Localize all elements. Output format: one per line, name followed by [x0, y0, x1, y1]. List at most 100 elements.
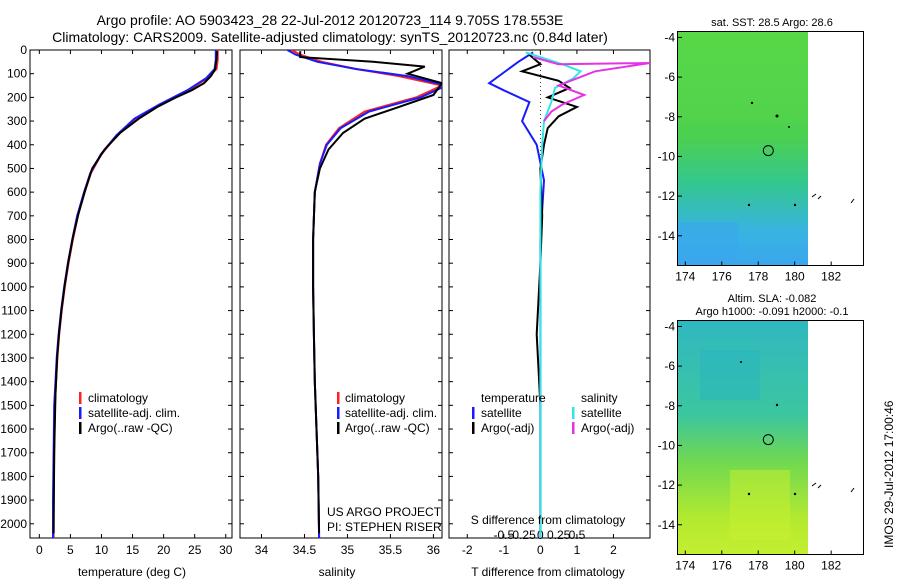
map-x-tick-label: 180: [785, 559, 805, 573]
x-tick-label: 34: [255, 543, 269, 557]
legend-label-s-argo: Argo(-adj): [581, 421, 634, 435]
series-line-argo-raw-qc-: [52, 51, 219, 534]
sst-cool-patch: [678, 222, 738, 266]
map-y-tick-label: -4: [664, 30, 675, 44]
y-tick-label: 100: [7, 67, 27, 81]
x-tick-label: 2: [610, 543, 617, 557]
sla-map-frame: [677, 320, 864, 555]
figure-title-line1: Argo profile: AO 5903423_28 22-Jul-2012 …: [96, 12, 564, 28]
island-dash: [850, 487, 855, 493]
sla-map-title-line2: Argo h1000: -0.091 h2000: -0.1: [696, 306, 849, 318]
x-tick-label: 36: [427, 543, 441, 557]
map-y-tick-label: -8: [664, 399, 675, 413]
salinity-series: [286, 50, 442, 538]
temperature-xlabel: temperature (deg C): [78, 565, 186, 579]
legend-label-satellite: satellite-adj. clim.: [345, 406, 437, 420]
x-tick-label: 0: [537, 543, 544, 557]
sst-map-frame: [677, 31, 864, 266]
legend-label-s-satellite: satellite: [581, 406, 622, 420]
legend-label-t-argo: Argo(-adj): [481, 421, 534, 435]
salinity-panel-frame: [239, 49, 443, 539]
y-tick-label: 1400: [0, 375, 27, 389]
y-tick-label: 1500: [0, 398, 27, 412]
legend-header-salinity: salinity: [581, 391, 618, 405]
island-dot: [793, 492, 797, 496]
legend-swatch-t-argo: [472, 422, 475, 434]
top-x-tick-label: -0.25: [508, 528, 536, 542]
map-x-tick-label: 176: [712, 270, 732, 284]
y-tick-label: 500: [7, 161, 27, 175]
x-tick-label: 0: [36, 543, 43, 557]
sla-map-title-line1: Altim. SLA: -0.082: [728, 293, 817, 305]
x-tick-label: 5: [67, 543, 74, 557]
difference-top-xlabel: S difference from climatology: [471, 513, 626, 527]
series-line-temperature-satellite: [487, 51, 546, 538]
y-tick-label: 0: [20, 43, 27, 57]
legend-label-climatology: climatology: [88, 391, 148, 405]
sst-warm-patch: [678, 32, 808, 122]
legend-swatch-satellite: [79, 407, 82, 419]
x-tick-label: -2: [462, 543, 473, 557]
top-x-tick-label: -0.5: [493, 528, 514, 542]
difference-series: [487, 51, 650, 538]
y-tick-label: 900: [7, 256, 27, 270]
top-x-tick-label: 0.5: [569, 528, 586, 542]
legend-label-climatology: climatology: [345, 391, 405, 405]
salinity-legend: climatology satellite-adj. clim. Argo(..…: [337, 391, 437, 435]
series-line-climatology: [52, 50, 219, 538]
island-dot: [750, 101, 754, 105]
map-y-tick-label: -14: [658, 229, 676, 243]
series-line-satellite-adj-clim-: [286, 50, 442, 538]
island-dot: [775, 114, 779, 118]
y-tick-label: 1200: [0, 327, 27, 341]
series-line-salinity-satellite: [525, 51, 583, 538]
y-tick-label: 800: [7, 233, 27, 247]
y-tick-label: 200: [7, 90, 27, 104]
legend-label-t-satellite: satellite: [481, 406, 522, 420]
map-y-tick-label: -10: [658, 149, 676, 163]
island-dot: [747, 203, 751, 207]
sla-map: 174 176 178 180 182 -4 -6 -8 -10 -12 -14: [658, 319, 864, 573]
x-tick-label: 34.5: [293, 543, 317, 557]
temperature-legend: climatology satellite-adj. clim. Argo(..…: [79, 391, 180, 435]
legend-label-argo: Argo(..raw -QC): [88, 421, 173, 435]
y-tick-label: 600: [7, 185, 27, 199]
sst-map-axes: 174 176 178 180 182 -4 -6 -8 -10 -12 -14: [658, 30, 842, 283]
series-line-argo-raw-qc-: [299, 51, 442, 534]
series-line-temperature-argo-adj-: [518, 53, 580, 534]
figure-title-line2: Climatology: CARS2009. Satellite-adjuste…: [52, 29, 608, 45]
temperature-series: [52, 50, 219, 538]
map-x-tick-label: 178: [748, 559, 768, 573]
y-tick-label: 1100: [1, 304, 27, 318]
island-dash: [811, 193, 817, 198]
top-x-tick-label: 0.25: [547, 528, 571, 542]
sst-map: 174 176 178 180 182 -4 -6 -8 -10 -12 -14: [658, 30, 864, 284]
x-tick-label: 35.5: [379, 543, 403, 557]
island-dash: [850, 198, 855, 204]
argo-location-marker: [762, 434, 774, 446]
temperature-panel-frame: [29, 49, 233, 539]
legend-swatch-t-satellite: [472, 407, 475, 419]
legend-swatch-climatology: [79, 392, 82, 404]
island-dash: [817, 484, 822, 489]
project-label: US ARGO PROJECT: [327, 505, 442, 519]
map-y-tick-label: -4: [664, 319, 675, 333]
island-dot: [788, 126, 790, 128]
map-x-tick-label: 180: [785, 270, 805, 284]
map-x-tick-label: 174: [675, 270, 695, 284]
legend-swatch-satellite: [337, 407, 340, 419]
island-dash: [817, 195, 822, 200]
map-y-tick-label: -10: [658, 438, 676, 452]
sst-map-title: sat. SST: 28.5 Argo: 28.6: [711, 17, 833, 29]
legend-swatch-s-argo: [572, 422, 575, 434]
x-tick-label: 20: [157, 543, 171, 557]
legend-label-satellite: satellite-adj. clim.: [88, 406, 180, 420]
map-y-tick-label: -12: [658, 189, 676, 203]
x-tick-label: 25: [188, 543, 202, 557]
island-dash: [811, 482, 817, 487]
legend-header-temperature: temperature: [481, 391, 546, 405]
map-x-tick-label: 182: [821, 270, 841, 284]
map-y-tick-label: -12: [658, 478, 676, 492]
difference-bottom-xlabel: T difference from climatology: [471, 565, 625, 579]
